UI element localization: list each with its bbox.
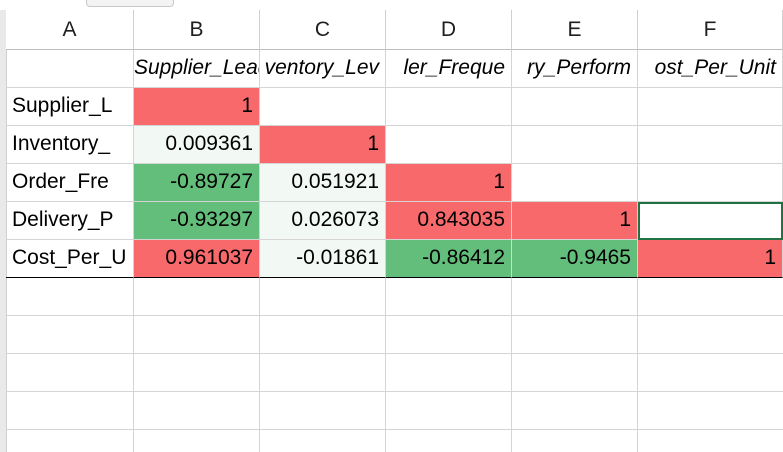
column-header-c[interactable]: C xyxy=(260,10,386,50)
sheet-tab-strip xyxy=(0,0,783,10)
cell-f3[interactable] xyxy=(638,126,783,164)
sheet-tab[interactable] xyxy=(86,0,174,7)
gridline xyxy=(637,278,638,452)
row-label-supplier-lead[interactable]: Supplier_L xyxy=(6,88,134,126)
cell-b3[interactable]: 0.009361 xyxy=(134,126,260,164)
cell-b1[interactable]: Supplier_Lead_ xyxy=(134,50,260,88)
row-label-order-frequency[interactable]: Order_Fre xyxy=(6,164,134,202)
column-header-a[interactable]: A xyxy=(6,10,134,50)
empty-row[interactable] xyxy=(6,316,783,354)
row-label-inventory[interactable]: Inventory_ xyxy=(6,126,134,164)
cell-d3[interactable] xyxy=(386,126,512,164)
cell-d4[interactable]: 1 xyxy=(386,164,512,202)
cell-d5[interactable]: 0.843035 xyxy=(386,202,512,240)
row-header-gutter xyxy=(0,10,7,452)
gridline xyxy=(259,278,260,452)
cell-e6[interactable]: -0.9465 xyxy=(512,240,638,278)
spreadsheet-grid[interactable]: A B C D E F Supplier_Lead_ ventory_Lev l… xyxy=(6,10,783,452)
cell-c6[interactable]: -0.01861 xyxy=(260,240,386,278)
column-header-b[interactable]: B xyxy=(134,10,260,50)
cell-e4[interactable] xyxy=(512,164,638,202)
cell-b2[interactable]: 1 xyxy=(134,88,260,126)
gridline xyxy=(511,278,512,452)
cell-f4[interactable] xyxy=(638,164,783,202)
gridline xyxy=(133,278,134,452)
empty-row[interactable] xyxy=(6,278,783,316)
cell-c5[interactable]: 0.026073 xyxy=(260,202,386,240)
cell-b6[interactable]: 0.961037 xyxy=(134,240,260,278)
cell-e3[interactable] xyxy=(512,126,638,164)
cell-f2[interactable] xyxy=(638,88,783,126)
cell-e5[interactable]: 1 xyxy=(512,202,638,240)
empty-row[interactable] xyxy=(6,392,783,430)
cell-d6[interactable]: -0.86412 xyxy=(386,240,512,278)
column-header-f[interactable]: F xyxy=(638,10,783,50)
gridline xyxy=(385,278,386,452)
empty-row[interactable] xyxy=(6,430,783,452)
cell-a1[interactable] xyxy=(6,50,134,88)
cell-f1[interactable]: ost_Per_Unit xyxy=(638,50,783,88)
cell-c2[interactable] xyxy=(260,88,386,126)
column-header-d[interactable]: D xyxy=(386,10,512,50)
column-header-e[interactable]: E xyxy=(512,10,638,50)
empty-row[interactable] xyxy=(6,354,783,392)
row-label-cost-per-unit[interactable]: Cost_Per_U xyxy=(6,240,134,278)
cell-c4[interactable]: 0.051921 xyxy=(260,164,386,202)
cell-b5[interactable]: -0.93297 xyxy=(134,202,260,240)
cell-e2[interactable] xyxy=(512,88,638,126)
cell-c1[interactable]: ventory_Lev xyxy=(260,50,386,88)
row-label-delivery-performance[interactable]: Delivery_P xyxy=(6,202,134,240)
cell-b4[interactable]: -0.89727 xyxy=(134,164,260,202)
cell-f6[interactable]: 1 xyxy=(638,240,783,278)
cell-c3[interactable]: 1 xyxy=(260,126,386,164)
cell-f5-selected[interactable] xyxy=(638,202,783,240)
cell-d1[interactable]: ler_Freque xyxy=(386,50,512,88)
cell-e1[interactable]: ry_Perform xyxy=(512,50,638,88)
cell-d2[interactable] xyxy=(386,88,512,126)
